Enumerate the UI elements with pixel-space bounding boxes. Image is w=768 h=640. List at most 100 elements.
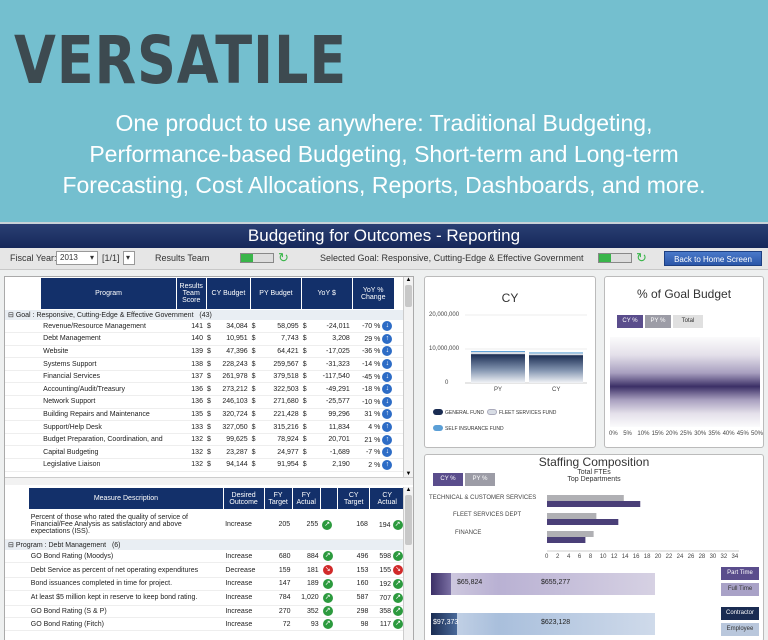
contractor-employee-bar: $97,373 $623,128 bbox=[431, 613, 655, 635]
scroll-thumb[interactable] bbox=[405, 285, 412, 307]
col-py-budget[interactable]: PY Budget bbox=[250, 277, 302, 310]
program-scrollbar[interactable]: ▲ ▼ bbox=[403, 277, 413, 477]
yoy: $ -49,291 bbox=[300, 382, 352, 397]
bar1-left-label: $65,824 bbox=[457, 579, 483, 586]
spacer bbox=[5, 277, 41, 310]
dept-label: TECHNICAL & CUSTOMER SERVICES bbox=[429, 495, 537, 501]
program-rows: Revenue/Resource Management 141 $34,084 $58… bbox=[5, 320, 405, 472]
scroll-up-icon[interactable]: ▲ bbox=[405, 487, 412, 493]
py-budget: $78,924 bbox=[249, 433, 301, 447]
yoy-pct: -18 % ↓ bbox=[351, 382, 395, 397]
col-cy-budget[interactable]: CY Budget bbox=[205, 277, 252, 310]
measure-row[interactable]: GO Bond Rating (Moodys) Increase 680 884 ↗ 49… bbox=[5, 550, 405, 564]
cy-budget: $327,050 bbox=[204, 420, 250, 434]
refresh-icon[interactable]: ↻ bbox=[278, 250, 289, 265]
dept-label: FINANCE bbox=[455, 530, 482, 536]
table-row[interactable]: Revenue/Resource Management 141 $34,084 $58… bbox=[5, 320, 405, 334]
yoy: $ -17,025 bbox=[300, 345, 352, 359]
tab-py-pct[interactable]: PY % bbox=[645, 315, 671, 328]
legend-general-fund: GENERAL FUND bbox=[445, 410, 484, 416]
legend-self-insurance-fund: SELF INSURANCE FUND bbox=[445, 426, 504, 432]
back-to-home-button[interactable]: Back to Home Screen bbox=[664, 251, 762, 266]
tab-total[interactable]: Total bbox=[673, 315, 703, 328]
staff-bar-1-1 bbox=[547, 519, 619, 525]
py-budget: $322,503 bbox=[249, 382, 301, 397]
measure-desc: GO Bond Rating (Moodys) bbox=[28, 550, 224, 564]
collapse-icon[interactable]: ⊟ bbox=[8, 542, 14, 549]
arrow-down-icon: ↓ bbox=[382, 321, 393, 332]
page-select[interactable]: ▾ bbox=[123, 251, 135, 265]
refresh-icon[interactable]: ↻ bbox=[636, 250, 647, 265]
measure-fy-actual: 255 bbox=[292, 509, 321, 540]
col-cy-target[interactable]: CY Target bbox=[336, 487, 371, 510]
measure-row[interactable]: At least $5 million kept in reserve to k… bbox=[5, 590, 405, 606]
col-fy-actual[interactable]: FY Actual bbox=[291, 487, 321, 510]
arrow-up-icon: ↗ bbox=[322, 578, 333, 589]
tab-cy-pct[interactable]: CY % bbox=[433, 473, 463, 486]
yoy-pct: -10 % ↓ bbox=[351, 395, 395, 409]
x-tick: 14 bbox=[621, 554, 629, 560]
table-row[interactable]: Systems Support 138 $228,243 $259,567 $ -31,3… bbox=[5, 357, 405, 371]
table-row[interactable]: Accounting/Audit/Treasury 136 $273,212 $322… bbox=[5, 382, 405, 397]
measure-row[interactable]: Percent of those who rated the quality o… bbox=[5, 509, 405, 540]
col-measure[interactable]: Measure Description bbox=[28, 487, 224, 510]
col-cy-actual[interactable]: CY Actual bbox=[369, 487, 405, 510]
measure-outcome: Increase bbox=[223, 577, 265, 591]
table-row[interactable]: Legislative Liaison 132 $94,144 $91,954 $2,1… bbox=[5, 458, 405, 472]
measure-row[interactable]: GO Bond Rating (Fitch) Increase 72 93 ↗ 98 117… bbox=[5, 617, 405, 631]
col-outcome[interactable]: Desired Outcome bbox=[222, 487, 265, 510]
staffing-chart bbox=[547, 495, 739, 552]
py-budget: $7,743 bbox=[249, 332, 301, 346]
tab-cy-pct[interactable]: CY % bbox=[617, 315, 643, 328]
col-yoy-pct[interactable]: YoY % Change bbox=[351, 277, 395, 310]
scroll-thumb[interactable] bbox=[405, 495, 412, 545]
col-fy-target[interactable]: FY Target bbox=[263, 487, 293, 510]
table-row[interactable]: Website 139 $47,396 $64,421 $ -17,025 -36 % ↓ bbox=[5, 345, 405, 359]
measure-cy-actual: 358 ↗ bbox=[370, 605, 405, 619]
bar-cy-series-0 bbox=[529, 355, 583, 383]
tab-py-pct[interactable]: PY % bbox=[465, 473, 495, 486]
table-row[interactable]: Network Support 136 $246,103 $271,680 $ -25,5… bbox=[5, 395, 405, 409]
x-tick: 8 bbox=[588, 554, 593, 560]
cy-budget: $10,951 bbox=[204, 332, 250, 346]
goal-group-row[interactable]: ⊟ Goal : Responsive, Cutting-Edge & Effe… bbox=[5, 309, 405, 320]
yoy-pct: 4 % ↑ bbox=[351, 420, 395, 434]
program-panel: Program Results Team Score CY Budget PY … bbox=[4, 276, 414, 640]
yoy: $ -25,577 bbox=[300, 395, 352, 409]
cy-budget: $261,978 bbox=[204, 370, 250, 384]
x-tick: 5% bbox=[623, 431, 632, 437]
col-score[interactable]: Results Team Score bbox=[175, 277, 207, 310]
arrow-down-icon: ↓ bbox=[382, 346, 393, 357]
scroll-down-icon[interactable]: ▼ bbox=[405, 471, 412, 477]
measure-row[interactable]: GO Bond Rating (S & P) Increase 270 352 ↗ 298… bbox=[5, 605, 405, 619]
horizontal-scrollbar[interactable] bbox=[5, 477, 413, 485]
staff-bar-2-1 bbox=[547, 537, 586, 543]
program-group-row[interactable]: ⊟ Program : Debt Management (6) bbox=[5, 539, 405, 550]
x-tick: 24 bbox=[676, 554, 684, 560]
bar1-right-label: $655,277 bbox=[541, 579, 571, 586]
table-row[interactable]: Support/Help Desk 133 $327,050 $315,216 $11,… bbox=[5, 420, 405, 434]
measure-row[interactable]: Bond issuances completed in time for pro… bbox=[5, 577, 405, 591]
arrow-up-icon: ↗ bbox=[322, 519, 333, 530]
x-tick: 50% bbox=[751, 431, 764, 437]
measure-row[interactable]: Debt Service as percent of net operating… bbox=[5, 562, 405, 579]
table-row[interactable]: Debt Management 140 $10,951 $7,743 $3,208 29 … bbox=[5, 332, 405, 346]
col-yoy[interactable]: YoY $ bbox=[300, 277, 353, 310]
scroll-up-icon[interactable]: ▲ bbox=[405, 277, 412, 283]
measure-cy-target: 298 bbox=[337, 605, 371, 619]
collapse-icon[interactable]: ⊟ bbox=[8, 312, 14, 319]
fiscal-year-select[interactable]: 2013 ▾ bbox=[56, 251, 98, 265]
table-row[interactable]: Budget Preparation, Coordination, and 132… bbox=[5, 433, 405, 447]
program-name: Financial Services bbox=[41, 370, 178, 384]
x-tick: PY bbox=[494, 387, 503, 393]
measure-cy-actual: 117 ↗ bbox=[370, 617, 405, 631]
measure-scrollbar[interactable]: ▲ bbox=[403, 487, 413, 640]
col-program[interactable]: Program bbox=[40, 277, 177, 310]
yoy: $ -31,323 bbox=[300, 357, 352, 371]
table-row[interactable]: Financial Services 137 $261,978 $379,518 $ -1… bbox=[5, 370, 405, 384]
score: 135 bbox=[177, 408, 205, 422]
table-row[interactable]: Building Repairs and Maintenance 135 $320,… bbox=[5, 408, 405, 422]
table-row[interactable]: Capital Budgeting 132 $23,287 $24,977 $ -1,68… bbox=[5, 445, 405, 460]
arrow-down-icon: ↘ bbox=[393, 565, 403, 576]
py-budget: $259,567 bbox=[249, 357, 301, 371]
